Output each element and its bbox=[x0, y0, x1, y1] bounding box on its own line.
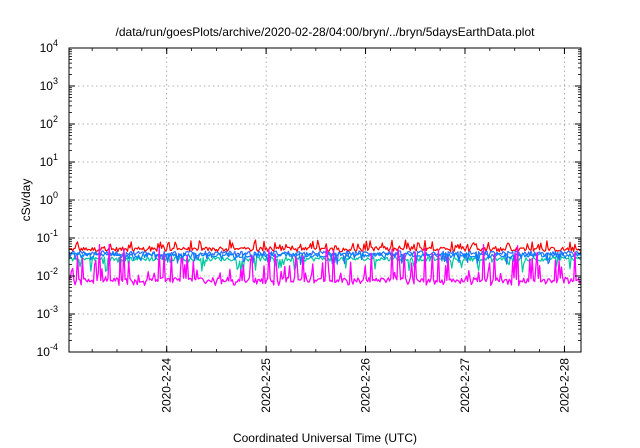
x-axis: 2020-2-24 2020-2-25 2020-2-26 2020-2-27 2020… bbox=[91, 48, 571, 413]
y-tick-label: 102 bbox=[40, 114, 58, 131]
series-line bbox=[68, 243, 582, 287]
x-tick-label: 2020-2-28 bbox=[557, 358, 571, 413]
x-tick-label: 2020-2-26 bbox=[359, 358, 373, 413]
x-axis-label: Coordinated Universal Time (UTC) bbox=[233, 431, 417, 445]
y-tick-label: 10-2 bbox=[37, 266, 58, 283]
y-tick-label: 101 bbox=[40, 152, 58, 169]
series-line bbox=[68, 250, 582, 266]
series-line bbox=[68, 252, 582, 262]
y-tick-label: 10-3 bbox=[37, 304, 58, 321]
x-tick-label: 2020-2-25 bbox=[259, 358, 273, 413]
chart-title: /data/run/goesPlots/archive/2020-02-28/0… bbox=[116, 25, 536, 39]
series-group bbox=[68, 239, 582, 287]
y-axis-label: cSv/day bbox=[19, 179, 33, 222]
grid bbox=[69, 48, 581, 352]
y-tick-label: 104 bbox=[40, 38, 58, 55]
y-tick-label: 103 bbox=[40, 76, 58, 93]
x-tick-label: 2020-2-27 bbox=[458, 358, 472, 413]
y-axis: 10-4 10-3 10-2 10-1 100 101 102 103 104 bbox=[37, 38, 581, 359]
y-tick-label: 10-1 bbox=[37, 228, 58, 245]
x-tick-label: 2020-2-24 bbox=[160, 358, 174, 413]
y-tick-label: 100 bbox=[40, 190, 58, 207]
y-tick-label: 10-4 bbox=[37, 342, 58, 359]
series-line bbox=[68, 256, 582, 273]
series-line bbox=[68, 239, 582, 253]
